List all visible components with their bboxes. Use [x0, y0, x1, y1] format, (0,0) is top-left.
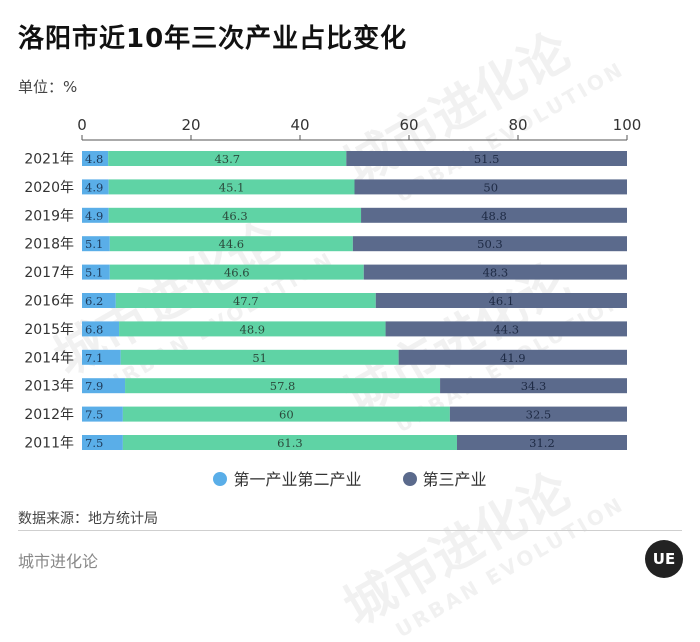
page-title: 洛阳市近10年三次产业占比变化 [18, 24, 408, 54]
y-category-label: 2020年 [24, 180, 74, 196]
bar-value-label: 51 [252, 351, 267, 365]
brand-logo: UE [645, 540, 683, 578]
bar-segment [456, 435, 627, 450]
bar-segment [361, 207, 627, 223]
bar-segment [82, 236, 110, 252]
bar-segment [119, 321, 386, 337]
bar-value-label: 45.1 [219, 180, 245, 194]
bar-value-label: 7.1 [85, 351, 103, 365]
bar-value-label: 50 [483, 180, 498, 194]
legend-item-primary-secondary: 第一产业第二产业 [213, 466, 361, 490]
bar-value-label: 48.9 [240, 322, 266, 336]
bar-segment [82, 179, 109, 195]
legend-swatch-primary-secondary [213, 472, 228, 486]
bar-segment [108, 207, 362, 223]
bar-value-label: 7.5 [85, 436, 103, 450]
bar-value-label: 4.8 [85, 152, 103, 166]
y-category-label: 2017年 [24, 265, 74, 281]
bar-segment [346, 151, 627, 166]
bar-segment [385, 321, 627, 337]
bar-value-label: 46.1 [489, 294, 515, 308]
bar-segment [109, 236, 353, 252]
y-category-label: 2018年 [24, 237, 74, 253]
bar-segment [82, 406, 123, 422]
bar-value-label: 60 [279, 408, 294, 422]
bar-segment [108, 151, 347, 166]
bar-value-label: 47.7 [233, 294, 259, 308]
bar-segment [108, 179, 355, 195]
bar-segment [82, 207, 109, 223]
bar-segment [398, 349, 627, 365]
bar-segment [122, 406, 450, 422]
bar-value-label: 5.1 [85, 237, 103, 251]
bar-value-label: 57.8 [270, 379, 296, 393]
brand-name: 城市进化论 [18, 552, 99, 571]
bar-segment [82, 321, 120, 337]
bar-segment [82, 293, 116, 308]
bar-segment [440, 378, 627, 394]
y-category-label: 2019年 [24, 208, 74, 224]
bar-value-label: 4.9 [85, 180, 103, 194]
bar-value-label: 50.3 [477, 237, 503, 251]
bar-value-label: 7.5 [85, 408, 103, 422]
y-category-label: 2011年 [24, 436, 74, 452]
y-category-label: 2014年 [24, 350, 74, 366]
bar-segment [122, 435, 457, 450]
bar-segment [82, 435, 123, 450]
x-tick-label: 0 [77, 116, 87, 134]
bar-segment [354, 179, 627, 195]
bar-value-label: 31.2 [529, 436, 555, 450]
bar-value-label: 4.9 [85, 209, 103, 223]
legend-swatch-tertiary [402, 472, 417, 486]
bar-value-label: 32.5 [526, 408, 552, 422]
bar-segment [82, 349, 121, 365]
bar-value-label: 44.6 [219, 237, 245, 251]
y-category-label: 2021年 [24, 152, 74, 168]
bar-value-label: 44.3 [493, 322, 519, 336]
bar-segment [125, 378, 441, 394]
bar-value-label: 48.3 [483, 266, 509, 280]
bar-value-label: 46.6 [224, 266, 250, 280]
bar-segment [82, 378, 126, 394]
bar-value-label: 46.3 [222, 209, 248, 223]
bar-segment [115, 293, 376, 308]
bar-segment [375, 293, 627, 308]
x-tick-label: 60 [399, 116, 418, 134]
bar-value-label: 7.9 [85, 379, 103, 393]
bar-segment [120, 349, 399, 365]
legend-label-primary-secondary: 第一产业第二产业 [233, 470, 362, 489]
x-tick-label: 100 [613, 116, 642, 134]
bar-value-label: 34.3 [521, 379, 547, 393]
legend-item-tertiary: 第三产业 [402, 466, 487, 490]
legend: 第一产业第二产业 第三产业 [0, 466, 700, 490]
legend-label-tertiary: 第三产业 [422, 470, 487, 489]
y-category-label: 2012年 [24, 407, 74, 423]
x-tick-label: 40 [290, 116, 309, 134]
unit-label: 单位：% [18, 78, 78, 96]
y-category-label: 2016年 [24, 294, 74, 310]
bar-value-label: 6.2 [85, 294, 103, 308]
bar-value-label: 48.8 [481, 209, 507, 223]
bar-segment [363, 264, 627, 280]
footer-divider [18, 530, 682, 531]
watermark-en: URBAN EVOLUTION [391, 491, 629, 642]
bar-value-label: 51.5 [474, 152, 500, 166]
bar-segment [82, 151, 109, 166]
bar-value-label: 41.9 [500, 351, 526, 365]
bar-segment [109, 264, 364, 280]
data-source: 数据来源：地方统计局 [18, 511, 158, 527]
bar-segment [449, 406, 627, 422]
bar-value-label: 5.1 [85, 266, 103, 280]
x-tick-label: 80 [508, 116, 527, 134]
bar-value-label: 61.3 [277, 436, 303, 450]
bar-segment [352, 236, 627, 252]
y-category-label: 2015年 [24, 322, 74, 338]
bar-value-label: 6.8 [85, 322, 103, 336]
x-tick-label: 20 [181, 116, 200, 134]
y-category-label: 2013年 [24, 379, 74, 395]
bar-value-label: 43.7 [214, 152, 240, 166]
bar-segment [82, 264, 110, 280]
stacked-bar-chart: 0 20 40 60 80 100 2021年 4.8 43.7 51.5 2020年 4.9 45.1… [24, 116, 642, 452]
